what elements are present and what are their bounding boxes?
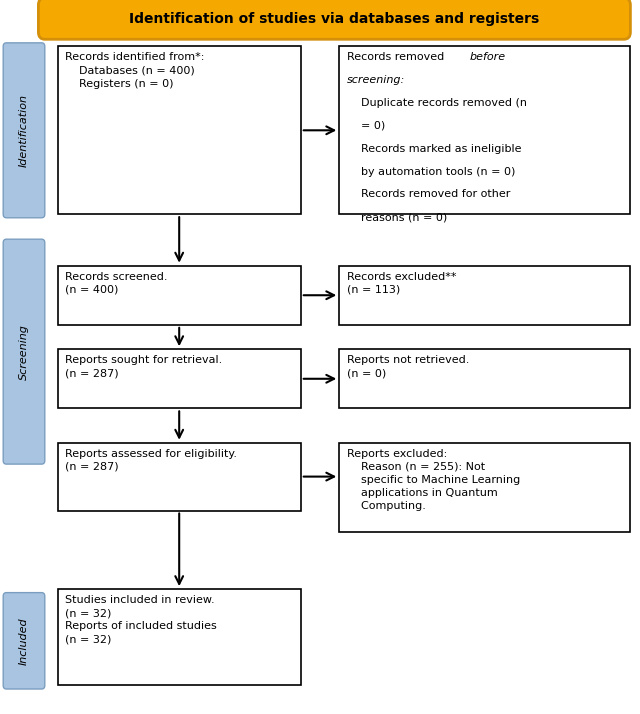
Text: Screening: Screening: [19, 323, 29, 380]
FancyBboxPatch shape: [339, 443, 630, 532]
Text: Records removed for other: Records removed for other: [347, 189, 510, 199]
FancyBboxPatch shape: [339, 46, 630, 214]
FancyBboxPatch shape: [339, 266, 630, 325]
Text: Reports excluded:
    Reason (n = 255): Not
    specific to Machine Learning
   : Reports excluded: Reason (n = 255): Not …: [347, 448, 520, 511]
FancyBboxPatch shape: [58, 266, 301, 325]
Text: reasons (n = 0): reasons (n = 0): [347, 212, 447, 222]
Text: Records marked as ineligible: Records marked as ineligible: [347, 144, 522, 154]
Text: Included: Included: [19, 617, 29, 665]
Text: Duplicate records removed (n: Duplicate records removed (n: [347, 98, 527, 108]
FancyBboxPatch shape: [339, 349, 630, 408]
Text: by automation tools (n = 0): by automation tools (n = 0): [347, 166, 515, 176]
Text: Records removed: Records removed: [347, 52, 451, 62]
FancyBboxPatch shape: [3, 593, 45, 689]
FancyBboxPatch shape: [38, 0, 630, 39]
Text: Records identified from*:
    Databases (n = 400)
    Registers (n = 0): Records identified from*: Databases (n =…: [65, 52, 205, 89]
Text: Reports assessed for eligibility.
(n = 287): Reports assessed for eligibility. (n = 2…: [65, 448, 237, 472]
FancyBboxPatch shape: [3, 43, 45, 218]
FancyBboxPatch shape: [3, 239, 45, 464]
Text: Records screened.
(n = 400): Records screened. (n = 400): [65, 271, 168, 295]
FancyBboxPatch shape: [58, 349, 301, 408]
Text: = 0): = 0): [347, 121, 385, 131]
Text: Reports not retrieved.
(n = 0): Reports not retrieved. (n = 0): [347, 355, 469, 378]
Text: Identification: Identification: [19, 94, 29, 167]
Text: Records excluded**
(n = 113): Records excluded** (n = 113): [347, 271, 456, 295]
FancyBboxPatch shape: [58, 443, 301, 511]
FancyBboxPatch shape: [58, 589, 301, 685]
Text: screening:: screening:: [347, 75, 405, 85]
FancyBboxPatch shape: [58, 46, 301, 214]
Text: Reports sought for retrieval.
(n = 287): Reports sought for retrieval. (n = 287): [65, 355, 223, 378]
Text: Identification of studies via databases and registers: Identification of studies via databases …: [129, 11, 540, 26]
Text: Studies included in review.
(n = 32)
Reports of included studies
(n = 32): Studies included in review. (n = 32) Rep…: [65, 595, 217, 645]
Text: before: before: [470, 52, 506, 62]
